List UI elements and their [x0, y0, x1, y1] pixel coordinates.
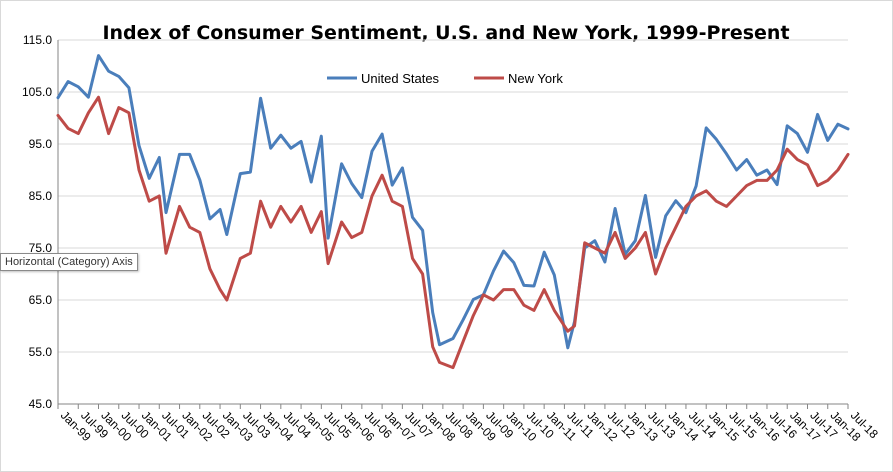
- y-tick-label: 45.0: [29, 397, 53, 411]
- y-tick-label: 55.0: [29, 345, 53, 359]
- y-tick-label: 95.0: [29, 137, 53, 151]
- legend-label: New York: [508, 71, 563, 86]
- y-tick-label: 105.0: [22, 85, 52, 99]
- chart-title: Index of Consumer Sentiment, U.S. and Ne…: [102, 22, 789, 44]
- y-tick-label: 115.0: [23, 33, 52, 47]
- y-tick-label: 65.0: [29, 293, 53, 307]
- plot-area: 45.055.065.075.085.095.0105.0115.0Jan-99…: [22, 33, 881, 444]
- legend: United States New York: [327, 71, 563, 86]
- y-tick-label: 75.0: [29, 241, 53, 255]
- axis-tooltip: Horizontal (Category) Axis: [0, 253, 138, 271]
- y-tick-label: 85.0: [29, 189, 53, 203]
- series-line-new-york: [56, 95, 850, 370]
- series-line-united-states: [56, 54, 850, 350]
- legend-label: United States: [361, 71, 440, 86]
